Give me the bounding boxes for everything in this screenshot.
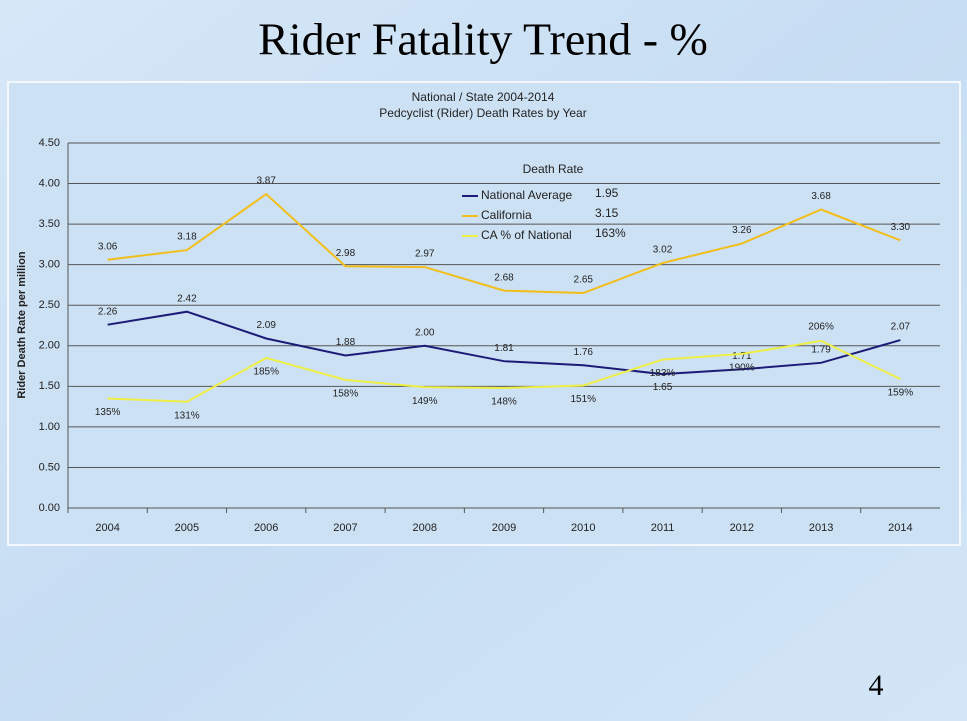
x-tick-label: 2013 — [809, 522, 833, 534]
series-line — [107, 192, 901, 295]
data-label: 158% — [333, 388, 359, 399]
x-tick-label: 2011 — [651, 522, 675, 534]
data-label: 2.98 — [336, 248, 356, 259]
data-label: 185% — [253, 367, 279, 378]
data-label: 1.76 — [574, 347, 594, 358]
data-label: 183% — [650, 368, 676, 379]
chart-subtitle: Pedcyclist (Rider) Death Rates by Year — [379, 106, 586, 120]
data-label: 3.26 — [732, 225, 752, 236]
legend-value: 3.15 — [595, 206, 619, 220]
data-label: 1.79 — [811, 344, 831, 355]
data-label: 1.71 — [732, 351, 752, 362]
x-tick-label: 2005 — [175, 522, 199, 534]
legend-title: Death Rate — [523, 162, 584, 176]
slide-title: Rider Fatality Trend - % — [258, 14, 708, 65]
data-label: 1.88 — [336, 337, 356, 348]
chart-title: National / State 2004-2014 — [412, 90, 555, 104]
data-label: 3.68 — [811, 191, 831, 202]
series-line — [107, 339, 901, 403]
data-label: 2.65 — [574, 275, 594, 286]
x-tick-label: 2007 — [333, 522, 357, 534]
y-tick-label: 2.50 — [39, 299, 60, 311]
data-label: 159% — [888, 388, 914, 399]
data-label: 131% — [174, 410, 200, 421]
legend-value: 1.95 — [595, 186, 619, 200]
y-tick-label: 0.50 — [39, 461, 60, 473]
data-label: 3.87 — [256, 176, 276, 187]
y-tick-label: 4.50 — [39, 137, 60, 149]
data-label: 149% — [412, 396, 438, 407]
y-tick-label: 1.00 — [39, 421, 60, 433]
x-tick-label: 2014 — [888, 522, 912, 534]
x-tick-label: 2004 — [95, 522, 119, 534]
data-label: 2.68 — [494, 272, 514, 283]
data-label: 206% — [808, 322, 834, 333]
data-label: 148% — [491, 397, 517, 408]
x-tick-label: 2009 — [492, 522, 516, 534]
y-tick-label: 1.50 — [39, 380, 60, 392]
x-tick-label: 2006 — [254, 522, 278, 534]
x-tick-label: 2008 — [412, 522, 436, 534]
y-axis-label: Rider Death Rate per million — [16, 251, 28, 399]
data-label: 1.81 — [494, 343, 514, 354]
y-tick-label: 4.00 — [39, 177, 60, 189]
data-label: 3.18 — [177, 232, 197, 243]
data-label: 2.42 — [177, 293, 197, 304]
data-label: 2.09 — [256, 320, 276, 331]
data-label: 2.07 — [891, 322, 911, 333]
x-tick-label: 2012 — [730, 522, 754, 534]
data-label: 190% — [729, 363, 755, 374]
series-line — [107, 310, 901, 376]
data-label: 2.97 — [415, 249, 435, 260]
legend-value: 163% — [595, 226, 626, 240]
data-label: 1.65 — [653, 382, 673, 393]
data-label: 2.26 — [98, 306, 118, 317]
data-label: 135% — [95, 407, 121, 418]
data-label: 3.02 — [653, 245, 673, 256]
legend-label: National Average — [481, 188, 573, 202]
data-label: 2.00 — [415, 327, 435, 338]
y-tick-label: 0.00 — [39, 502, 60, 514]
legend-label: CA % of National — [481, 228, 572, 242]
chart-frame — [7, 81, 961, 546]
data-label: 3.30 — [891, 222, 911, 233]
page-number: 4 — [869, 669, 884, 702]
x-tick-label: 2010 — [571, 522, 595, 534]
y-tick-label: 3.00 — [39, 259, 60, 271]
data-label: 151% — [570, 394, 596, 405]
y-tick-label: 2.00 — [39, 340, 60, 352]
y-tick-label: 3.50 — [39, 218, 60, 230]
legend-label: California — [481, 208, 532, 222]
data-label: 3.06 — [98, 241, 118, 252]
